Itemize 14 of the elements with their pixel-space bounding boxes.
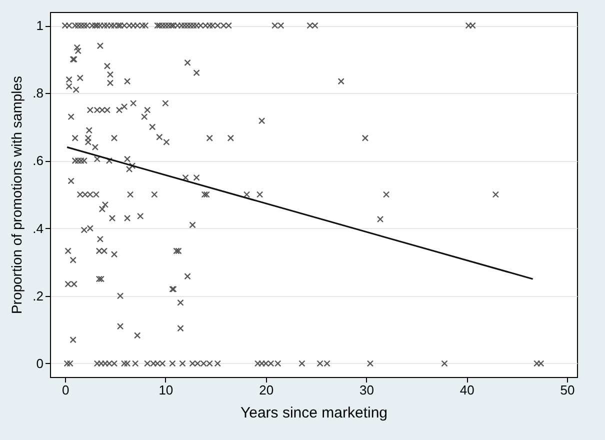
y-tick-label: .8 (32, 86, 44, 101)
x-tick-label: 40 (460, 382, 474, 398)
x-tick-label: 20 (259, 382, 274, 398)
y-tick-label: .6 (32, 153, 44, 168)
x-axis-title: Years since marketing (240, 404, 388, 422)
x-tick-label: 30 (359, 382, 374, 398)
y-axis-title: Proportion of promotions with samples (8, 76, 25, 314)
y-tick-label: .4 (32, 220, 44, 236)
y-tick-label: 1 (36, 18, 44, 34)
x-tick-label: 10 (158, 382, 174, 398)
y-tick-label: 0 (36, 356, 44, 371)
x-tick-label: 50 (560, 382, 575, 398)
y-tick-label: .2 (32, 288, 44, 304)
x-tick-label: 0 (62, 382, 70, 398)
